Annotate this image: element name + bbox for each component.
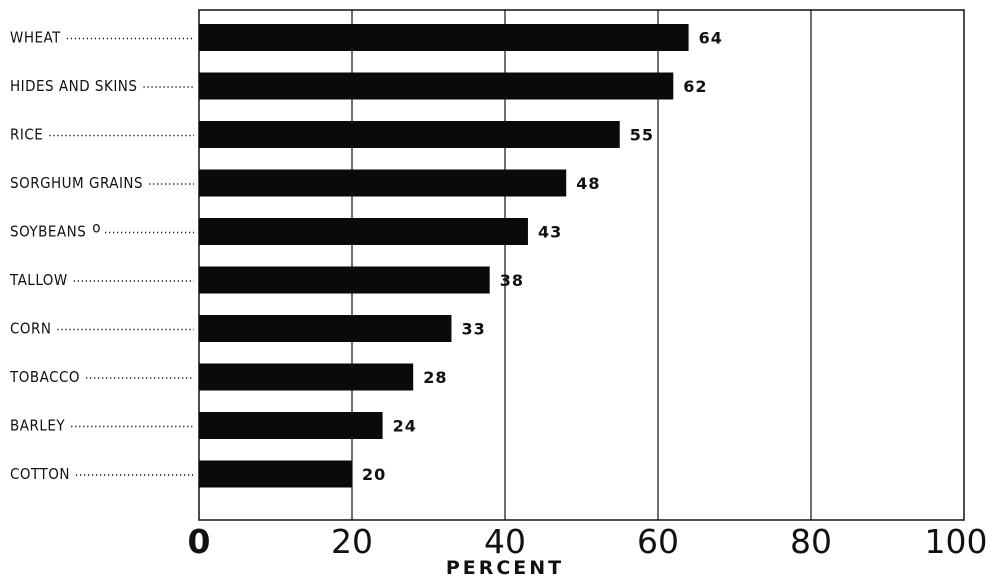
x-tick-label-100: 100 [925, 522, 988, 561]
plot-frame [198, 9, 965, 521]
category-label-tobacco: TOBACCO [9, 368, 80, 386]
bar-corn [199, 315, 452, 342]
x-tick-label-20: 20 [331, 522, 373, 561]
category-label-tallow: TALLOW [9, 271, 68, 289]
bar-wheat [199, 24, 689, 51]
category-label-corn: CORN [10, 320, 52, 338]
x-tick-labels: 0 20 40 60 80 100 [188, 522, 988, 561]
category-labels: WHEAT HIDES AND SKINS RICE SORGHUM GRAINS SO… [9, 29, 194, 483]
bar-rice [199, 121, 620, 148]
bar-tallow [199, 266, 490, 294]
value-label-wheat: 64 [699, 29, 723, 48]
category-label-cotton: COTTON [10, 465, 70, 483]
value-label-sorghum-grains: 48 [576, 174, 600, 193]
bar-soybeans [199, 218, 528, 245]
x-tick-label-40: 40 [484, 522, 526, 561]
x-axis-title: PERCENT [446, 557, 564, 579]
value-label-barley: 24 [393, 417, 417, 436]
category-label-wheat: WHEAT [10, 29, 61, 47]
category-label-soybeans: SOYBEANS [10, 223, 86, 241]
value-label-hides-and-skins: 62 [683, 77, 707, 96]
value-labels: 64 62 55 48 43 38 33 28 24 20 [362, 29, 723, 485]
x-tick-label-0: 0 [188, 522, 211, 561]
x-tick-label-80: 80 [790, 522, 832, 561]
value-label-soybeans: 43 [538, 223, 562, 242]
value-label-cotton: 20 [362, 465, 386, 484]
category-label-hides-and-skins: HIDES AND SKINS [10, 77, 137, 95]
bar-cotton [199, 460, 352, 488]
bar-sorghum-grains [199, 169, 567, 197]
category-label-rice: RICE [10, 126, 43, 144]
value-label-tallow: 38 [500, 271, 524, 290]
bar-barley [199, 412, 383, 439]
category-label-sorghum-grains: SORGHUM GRAINS [10, 174, 143, 192]
x-tick-label-60: 60 [637, 522, 679, 561]
category-label-barley: BARLEY [10, 417, 65, 435]
value-label-corn: 33 [461, 320, 485, 339]
bars [199, 24, 689, 488]
bar-hides-and-skins [199, 72, 674, 100]
bar-tobacco [199, 363, 414, 391]
value-label-tobacco: 28 [423, 368, 447, 387]
category-marker-soybeans: o [92, 219, 101, 237]
value-label-rice: 55 [630, 126, 654, 145]
